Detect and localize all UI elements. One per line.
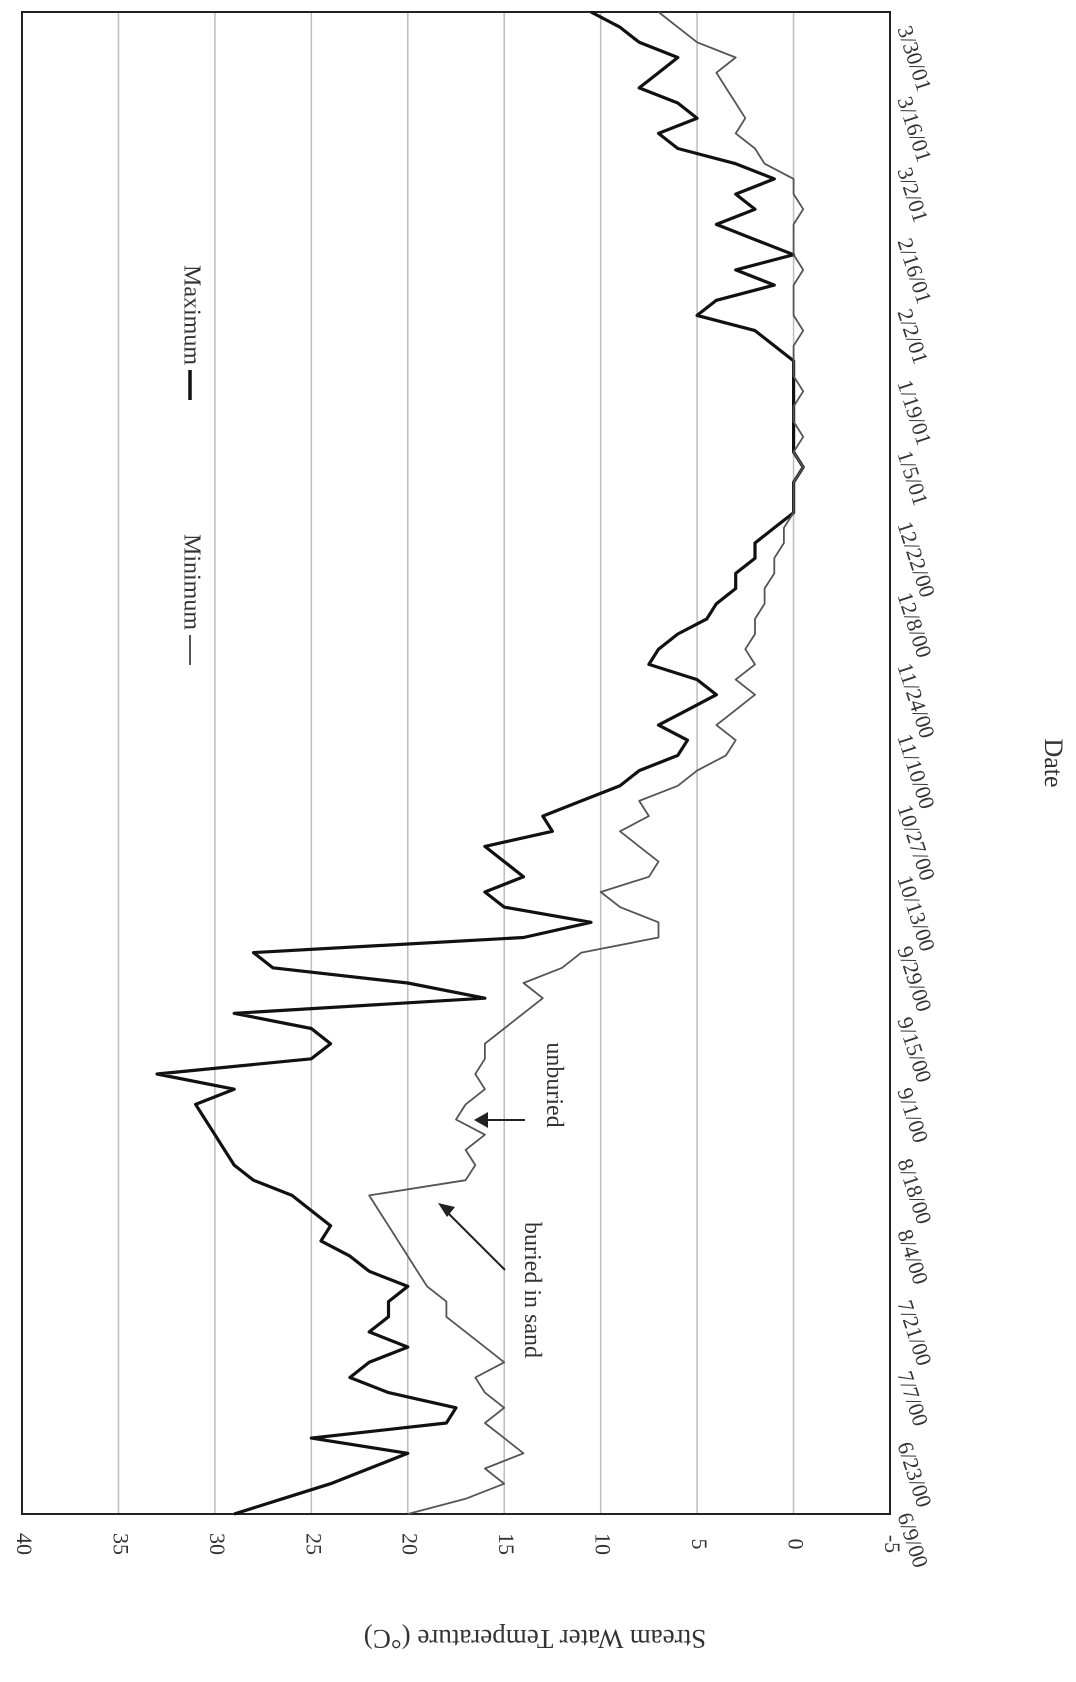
y-tick-label: 25 [301,1533,326,1555]
annotation-buried-arrowhead [438,1203,455,1217]
annotation-buried: buried in sand [438,1203,545,1358]
legend: Minimum Maximum [178,265,205,665]
annotation-buried-label: buried in sand [519,1222,545,1358]
y-tick-label: 15 [494,1533,519,1555]
legend-minimum-label: Minimum [178,534,204,630]
y-tick-label: 30 [205,1533,230,1555]
y-tick-label: 20 [398,1533,423,1555]
annotation-unburied-arrowhead [474,1112,488,1128]
y-tick-label: 10 [591,1533,616,1555]
y-tick-label: 40 [12,1533,37,1555]
plot-area-border [21,11,891,1515]
y-axis-title: Stream Water Temperature (°C) [364,1624,706,1654]
y-tick-labels: 40 35 30 25 20 15 10 5 0 -5 [12,1533,905,1555]
series-lines [155,10,805,1516]
annotation-buried-arrow [444,1209,506,1271]
y-tick-label: 5 [687,1539,712,1550]
annotation-unburied-label: unburied [541,1042,567,1127]
y-tick-label: 0 [784,1539,809,1550]
y-tick-label: -5 [880,1535,905,1553]
y-tick-label: 35 [108,1533,133,1555]
legend-maximum-label: Maximum [178,265,204,365]
x-axis-title: Date [1039,738,1068,787]
series-line-maximum [155,10,805,1516]
annotation-unburied: unburied [474,1042,567,1128]
series-line-minimum [368,11,805,1515]
